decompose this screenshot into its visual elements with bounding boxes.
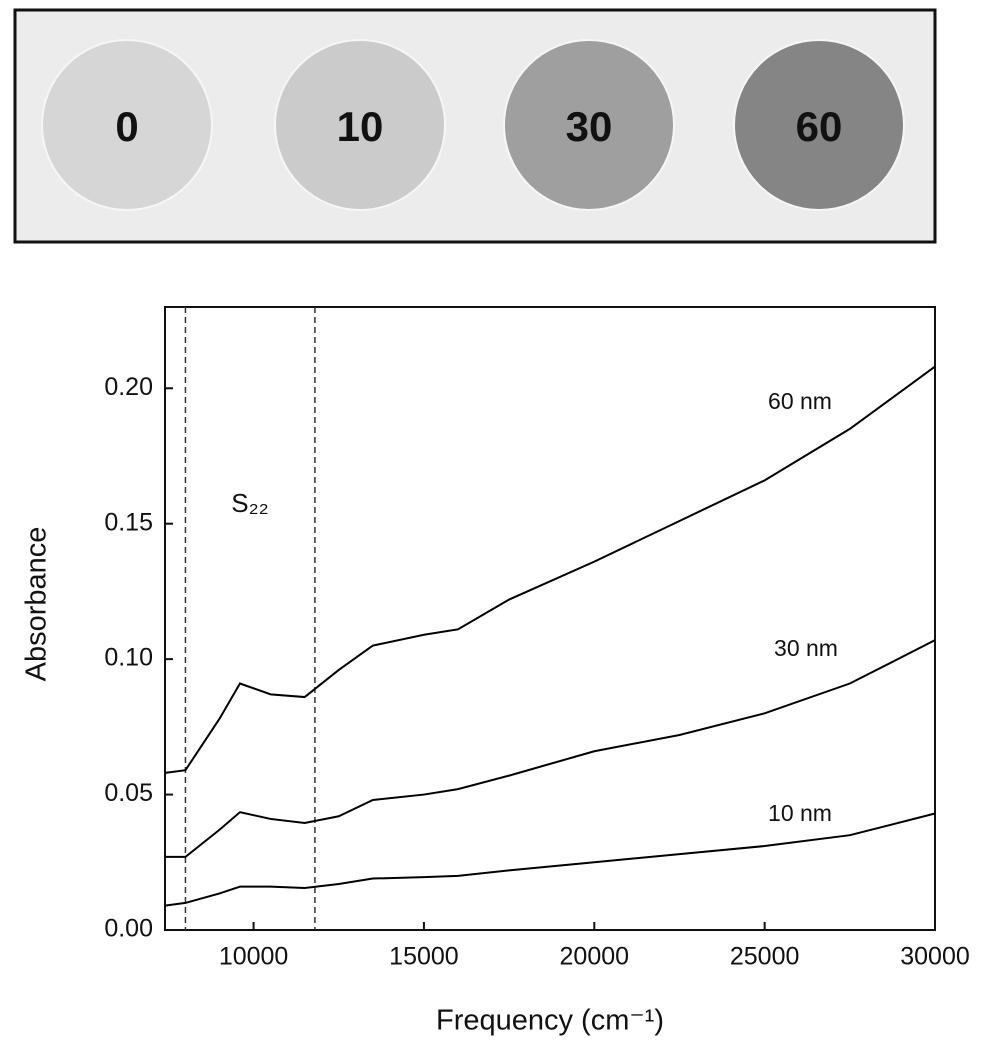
series-line xyxy=(165,639,936,858)
sample-label: 60 xyxy=(796,103,843,150)
x-tick-label: 20000 xyxy=(560,943,630,971)
y-tick-label: 0.20 xyxy=(104,373,153,401)
series-line xyxy=(164,365,936,774)
series-label: 10 nm xyxy=(768,800,832,826)
series-line xyxy=(164,812,936,907)
y-tick-label: 0.05 xyxy=(104,779,153,807)
sample-disc xyxy=(274,39,446,211)
series-label: 60 nm xyxy=(768,388,832,414)
y-tick-label: 0.10 xyxy=(104,644,153,672)
sample-label: 10 xyxy=(337,103,384,150)
sample-disc xyxy=(503,39,675,211)
sample-label: 0 xyxy=(115,103,138,150)
x-axis-label: Frequency (cm⁻¹) xyxy=(436,1005,664,1037)
sample-disc xyxy=(733,39,905,211)
x-tick-label: 15000 xyxy=(389,943,459,971)
plot-frame xyxy=(164,306,936,931)
x-tick-label: 30000 xyxy=(900,943,970,971)
x-tick-label: 25000 xyxy=(730,943,800,971)
sample-label: 30 xyxy=(566,103,613,150)
sample-disc xyxy=(41,39,213,211)
y-tick-label: 0.15 xyxy=(104,508,153,536)
y-tick-label: 0.00 xyxy=(104,915,153,943)
y-axis-label: Absorbance xyxy=(21,527,53,682)
series-label: 30 nm xyxy=(774,635,838,661)
x-tick-label: 10000 xyxy=(219,943,289,971)
annotation: S₂₂ xyxy=(231,488,269,518)
